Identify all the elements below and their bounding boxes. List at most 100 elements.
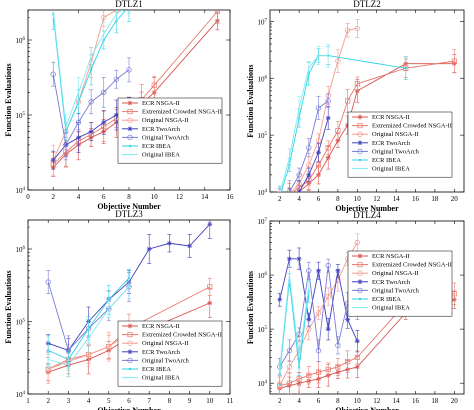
dtlz4-legend-label: ECR TwoArch — [372, 279, 411, 286]
dtlz1-x-tick-label: 0 — [26, 193, 30, 201]
dtlz2-y-tick-label: 104 — [258, 189, 268, 197]
dtlz1-data-point — [50, 157, 56, 163]
dtlz1-legend-marker — [127, 100, 133, 106]
dtlz3-x-tick-label: 5 — [107, 397, 111, 405]
dtlz1-legend-marker — [127, 134, 133, 141]
dtlz2-legend-label: ECR IBEA — [372, 157, 401, 164]
dtlz4-data-point — [306, 317, 312, 323]
dtlz2-x-tick-label: 10 — [354, 195, 362, 203]
dtlz4-x-tick-label: 2 — [278, 397, 282, 405]
dtlz4-x-tick-label: 4 — [297, 397, 301, 405]
dtlz3-x-tick-label: 4 — [87, 397, 91, 405]
dtlz2-x-axis-label: Objective Number — [335, 204, 399, 213]
dtlz4-legend-marker — [357, 287, 363, 294]
dtlz2-legend-label: ECR TwoArch — [372, 140, 411, 147]
dtlz2-x-tick-label: 8 — [336, 195, 340, 203]
dtlz4-data-point — [325, 262, 331, 269]
dtlz2-data-point — [344, 27, 351, 33]
dtlz3-legend-marker — [127, 357, 133, 364]
dtlz3-y-tick-label: 105 — [16, 319, 26, 327]
dtlz4-x-tick-label: 14 — [393, 397, 401, 405]
dtlz1-data-point — [88, 129, 94, 135]
dtlz1-x-tick-label: 16 — [227, 193, 235, 201]
dtlz4-legend-label: ECR NSGA-II — [372, 253, 410, 260]
dtlz3-legend-marker — [127, 332, 133, 338]
dtlz2-legend-marker — [357, 148, 363, 155]
dtlz1-legend-label: ECR NSGA-II — [142, 100, 180, 107]
dtlz3-data-point — [207, 284, 213, 290]
dtlz1-data-point — [75, 119, 82, 125]
dtlz1-x-tick-label: 8 — [127, 193, 131, 201]
dtlz4-y-tick-label: 106 — [258, 272, 268, 280]
dtlz2-data-point — [315, 105, 322, 111]
dtlz2-data-point — [451, 58, 457, 64]
dtlz3-x-tick-label: 1 — [26, 397, 30, 405]
dtlz1-legend-marker — [128, 144, 132, 148]
chart-dtlz2: DTLZ2 2 4 6 8 10 12 14 16 18 20 104 105 106 107 Objecti… — [246, 0, 465, 213]
dtlz4-data-point — [354, 364, 360, 370]
dtlz3-x-tick-label: 9 — [188, 397, 192, 405]
dtlz1-data-point — [89, 68, 93, 72]
dtlz3-x-axis-label: Objective Number — [97, 406, 161, 410]
dtlz1-data-point — [126, 67, 132, 73]
dtlz1-x-tick-label: 2 — [52, 193, 56, 201]
dtlz2-series-line — [298, 117, 329, 192]
dtlz2-x-tick-label: 6 — [317, 195, 321, 203]
dtlz1-y-axis-label: Function Evaluations — [4, 63, 13, 136]
dtlz4-legend-box — [347, 250, 453, 317]
dtlz3-data-point — [187, 243, 193, 249]
dtlz1-legend-label: Original TwoArch — [142, 134, 190, 141]
dtlz4-legend-marker — [357, 262, 363, 268]
dtlz3-x-tick-label: 2 — [46, 397, 50, 405]
dtlz1-legend-marker — [127, 117, 133, 123]
dtlz1-y-tick-label: 106 — [16, 37, 26, 45]
dtlz2-series-7 — [277, 43, 331, 192]
dtlz4-legend-marker — [357, 279, 363, 285]
dtlz4-data-point — [345, 359, 351, 365]
dtlz1-legend-box — [117, 97, 223, 164]
dtlz4-data-point — [286, 347, 293, 354]
dtlz1-data-point — [101, 14, 107, 21]
dtlz2-data-point — [306, 162, 312, 168]
dtlz3-legend-label: ECR IBEA — [142, 366, 171, 373]
dtlz1-data-point — [113, 112, 119, 118]
dtlz2-data-point — [325, 155, 331, 161]
dtlz1-x-tick-label: 12 — [176, 193, 184, 201]
dtlz3-x-tick-label: 10 — [206, 397, 214, 405]
chart-dtlz1: DTLZ1 0 2 4 6 8 10 12 14 16 104 105 106 Objective Num… — [4, 0, 234, 211]
dtlz1-legend-label: ECR IBEA — [142, 143, 171, 150]
dtlz2-data-point — [325, 98, 331, 104]
dtlz4-x-tick-label: 12 — [373, 397, 381, 405]
dtlz4-data-point — [335, 364, 341, 370]
dtlz3-legend-label: ECR TwoArch — [142, 349, 181, 356]
dtlz1-legend-marker — [127, 109, 133, 115]
dtlz4-legend-label: Original NSGA-II — [372, 270, 419, 277]
dtlz4-y-axis-label: Function Evaluations — [246, 271, 255, 344]
dtlz2-data-point — [306, 172, 312, 178]
chart-dtlz4: DTLZ4 2 4 6 8 10 12 14 16 18 20 104 105 106 107 Objecti… — [246, 210, 465, 410]
dtlz4-data-point — [354, 354, 360, 360]
dtlz4-x-tick-label: 16 — [412, 397, 420, 405]
dtlz2-legend-marker — [357, 131, 363, 137]
dtlz4-y-tick-label: 107 — [258, 218, 268, 226]
dtlz4-x-axis-label: Objective Number — [335, 406, 399, 410]
dtlz3-data-point — [166, 240, 172, 246]
dtlz2-y-tick-label: 107 — [258, 18, 268, 26]
dtlz4-x-tick-label: 10 — [354, 397, 362, 405]
dtlz3-legend-marker — [127, 323, 133, 329]
dtlz3-data-point — [146, 246, 152, 252]
dtlz3-y-axis-label: Function Evaluations — [4, 270, 13, 343]
dtlz3-legend-marker — [127, 349, 133, 355]
dtlz2-x-tick-label: 14 — [393, 195, 401, 203]
dtlz4-legend-label: Original TwoArch — [372, 287, 420, 294]
dtlz2-data-point — [354, 25, 360, 32]
dtlz4-plot-area — [277, 233, 457, 394]
dtlz2-data-point — [288, 191, 290, 192]
chart-dtlz3: DTLZ3 1 2 3 4 5 6 7 8 9 10 11 104 105 106 Objective Num… — [4, 209, 234, 410]
dtlz4-data-point — [345, 317, 351, 323]
dtlz4-title: DTLZ4 — [353, 210, 381, 220]
dtlz2-y-axis-label: Function Evaluations — [246, 64, 255, 137]
dtlz2-data-point — [345, 122, 351, 128]
dtlz2-legend-label: Original NSGA-II — [372, 131, 419, 138]
